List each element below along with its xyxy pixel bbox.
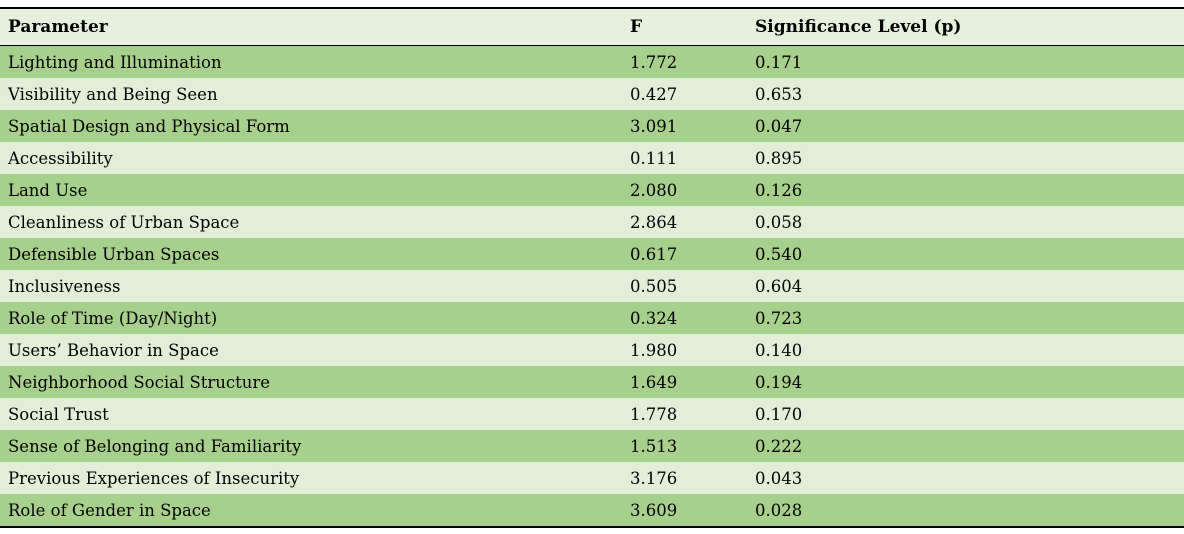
- cell-parameter: Accessibility: [0, 142, 622, 174]
- cell-parameter: Social Trust: [0, 398, 622, 430]
- cell-f: 1.980: [622, 334, 747, 366]
- cell-p: 0.028: [747, 494, 1184, 527]
- cell-parameter: Role of Time (Day/Night): [0, 302, 622, 334]
- cell-parameter: Sense of Belonging and Familiarity: [0, 430, 622, 462]
- column-header-f: F: [622, 8, 747, 46]
- cell-p: 0.540: [747, 238, 1184, 270]
- cell-p: 0.604: [747, 270, 1184, 302]
- cell-f: 0.427: [622, 78, 747, 110]
- header-row: Parameter F Significance Level (p): [0, 8, 1184, 46]
- cell-parameter: Visibility and Being Seen: [0, 78, 622, 110]
- cell-p: 0.222: [747, 430, 1184, 462]
- cell-f: 0.324: [622, 302, 747, 334]
- cell-f: 1.772: [622, 45, 747, 78]
- cell-f: 2.080: [622, 174, 747, 206]
- cell-f: 3.609: [622, 494, 747, 527]
- column-header-parameter: Parameter: [0, 8, 622, 46]
- table-row: Defensible Urban Spaces 0.617 0.540: [0, 238, 1184, 270]
- cell-parameter: Users’ Behavior in Space: [0, 334, 622, 366]
- cell-p: 0.171: [747, 45, 1184, 78]
- cell-f: 3.176: [622, 462, 747, 494]
- table-row: Cleanliness of Urban Space 2.864 0.058: [0, 206, 1184, 238]
- table-row: Neighborhood Social Structure 1.649 0.19…: [0, 366, 1184, 398]
- table-row: Visibility and Being Seen 0.427 0.653: [0, 78, 1184, 110]
- cell-p: 0.653: [747, 78, 1184, 110]
- cell-f: 1.778: [622, 398, 747, 430]
- cell-p: 0.047: [747, 110, 1184, 142]
- cell-parameter: Cleanliness of Urban Space: [0, 206, 622, 238]
- table-row: Sense of Belonging and Familiarity 1.513…: [0, 430, 1184, 462]
- cell-p: 0.723: [747, 302, 1184, 334]
- cell-parameter: Spatial Design and Physical Form: [0, 110, 622, 142]
- cell-p: 0.058: [747, 206, 1184, 238]
- column-header-significance: Significance Level (p): [747, 8, 1184, 46]
- cell-f: 0.111: [622, 142, 747, 174]
- table-row: Lighting and Illumination 1.772 0.171: [0, 45, 1184, 78]
- table-row: Role of Time (Day/Night) 0.324 0.723: [0, 302, 1184, 334]
- cell-f: 1.513: [622, 430, 747, 462]
- cell-parameter: Defensible Urban Spaces: [0, 238, 622, 270]
- cell-f: 2.864: [622, 206, 747, 238]
- table-row: Previous Experiences of Insecurity 3.176…: [0, 462, 1184, 494]
- cell-parameter: Land Use: [0, 174, 622, 206]
- table-row: Accessibility 0.111 0.895: [0, 142, 1184, 174]
- cell-p: 0.194: [747, 366, 1184, 398]
- cell-p: 0.170: [747, 398, 1184, 430]
- table-row: Role of Gender in Space 3.609 0.028: [0, 494, 1184, 527]
- cell-f: 3.091: [622, 110, 747, 142]
- table-row: Users’ Behavior in Space 1.980 0.140: [0, 334, 1184, 366]
- cell-p: 0.140: [747, 334, 1184, 366]
- anova-results-table: Parameter F Significance Level (p) Light…: [0, 7, 1184, 528]
- cell-f: 0.617: [622, 238, 747, 270]
- cell-parameter: Previous Experiences of Insecurity: [0, 462, 622, 494]
- cell-p: 0.043: [747, 462, 1184, 494]
- cell-parameter: Inclusiveness: [0, 270, 622, 302]
- table-row: Inclusiveness 0.505 0.604: [0, 270, 1184, 302]
- cell-parameter: Neighborhood Social Structure: [0, 366, 622, 398]
- cell-f: 1.649: [622, 366, 747, 398]
- table-row: Social Trust 1.778 0.170: [0, 398, 1184, 430]
- table-row: Spatial Design and Physical Form 3.091 0…: [0, 110, 1184, 142]
- cell-p: 0.895: [747, 142, 1184, 174]
- cell-parameter: Lighting and Illumination: [0, 45, 622, 78]
- cell-f: 0.505: [622, 270, 747, 302]
- table-row: Land Use 2.080 0.126: [0, 174, 1184, 206]
- cell-parameter: Role of Gender in Space: [0, 494, 622, 527]
- cell-p: 0.126: [747, 174, 1184, 206]
